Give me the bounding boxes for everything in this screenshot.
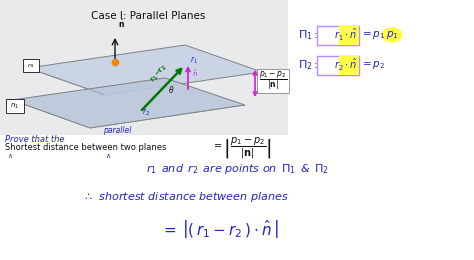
Text: $\wedge$: $\wedge$: [7, 151, 13, 160]
Text: $= \left|\dfrac{p_1 - p_2}{|\mathbf{n}|}\right|$: $= \left|\dfrac{p_1 - p_2}{|\mathbf{n}|}…: [212, 135, 272, 160]
FancyBboxPatch shape: [317, 26, 359, 45]
Text: $p_1$: $p_1$: [386, 29, 398, 41]
Text: $= p_2$: $= p_2$: [360, 59, 385, 71]
Text: $r_1 \cdot \hat{n}$: $r_1 \cdot \hat{n}$: [334, 27, 357, 43]
Text: Case I: Parallel Planes: Case I: Parallel Planes: [91, 11, 205, 21]
FancyBboxPatch shape: [257, 69, 289, 93]
Text: Prove that the: Prove that the: [5, 135, 64, 144]
FancyBboxPatch shape: [6, 99, 24, 113]
FancyBboxPatch shape: [288, 0, 474, 135]
Text: $=\,\left|\left(\,r_1 - r_2\,\right)\cdot\hat{n}\,\right|$: $=\,\left|\left(\,r_1 - r_2\,\right)\cdo…: [161, 218, 279, 240]
Polygon shape: [28, 45, 262, 95]
Text: $\Pi_2:$: $\Pi_2:$: [298, 58, 318, 72]
Text: $n_1$: $n_1$: [27, 62, 35, 70]
FancyBboxPatch shape: [317, 56, 359, 75]
Text: $\Pi_1:$: $\Pi_1:$: [298, 28, 318, 42]
Text: $r_2$: $r_2$: [142, 107, 150, 119]
Text: Shortest distance between two planes: Shortest distance between two planes: [5, 143, 166, 152]
Text: $r_2 \cdot \hat{n}$: $r_2 \cdot \hat{n}$: [334, 57, 357, 73]
FancyBboxPatch shape: [0, 0, 290, 135]
Text: $r_1$: $r_1$: [190, 54, 198, 66]
Text: $\hat{\mathbf{n}}$: $\hat{\mathbf{n}}$: [118, 17, 125, 30]
Text: parallel: parallel: [103, 126, 131, 135]
Text: $\wedge$: $\wedge$: [105, 151, 111, 160]
FancyBboxPatch shape: [0, 135, 474, 260]
Polygon shape: [12, 78, 245, 128]
Text: $= p_1$: $= p_1$: [360, 29, 385, 41]
Ellipse shape: [382, 28, 402, 42]
Text: $\hat{n}$: $\hat{n}$: [192, 69, 198, 79]
FancyBboxPatch shape: [23, 59, 39, 72]
Text: $n_1$: $n_1$: [10, 101, 19, 110]
Text: $\dfrac{p_1-p_2}{|\mathbf{n}|}$: $\dfrac{p_1-p_2}{|\mathbf{n}|}$: [259, 70, 287, 92]
Text: $\therefore\,$ shortest distance between planes: $\therefore\,$ shortest distance between…: [82, 190, 288, 204]
FancyBboxPatch shape: [339, 26, 359, 45]
Text: $\mathbf{r_1{-}r_2}$: $\mathbf{r_1{-}r_2}$: [148, 62, 170, 85]
FancyBboxPatch shape: [339, 56, 359, 75]
Text: $r_1\,$ and $\,r_2\,$ are points on $\,\Pi_1\,$ & $\,\Pi_2$: $r_1\,$ and $\,r_2\,$ are points on $\,\…: [146, 162, 328, 176]
Text: $\theta$: $\theta$: [168, 84, 174, 95]
